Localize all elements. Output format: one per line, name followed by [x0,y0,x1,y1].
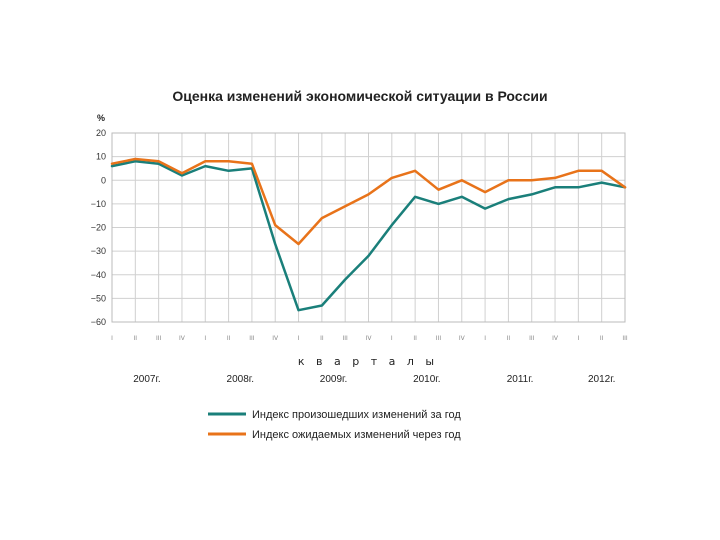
x-tick-label: III [529,335,535,342]
x-tick-label: III [622,335,628,342]
x-tick-label: IV [366,335,373,342]
y-tick-label: −30 [91,246,106,256]
x-tick-label: III [249,335,255,342]
x-tick-label: II [507,335,511,342]
y-axis-unit: % [97,113,105,123]
x-axis-years: 2007г. 2008г. 2009г. 2010г. 2011г. 2012г. [133,374,615,385]
plot-frame [111,132,626,323]
y-tick-label: −50 [91,293,106,303]
x-tick-label: III [436,335,442,342]
year-label: 2007г. [133,374,160,385]
x-tick-label: I [577,335,579,342]
y-axis-ticks: 20 10 0 −10 −20 −30 −40 −50 −60 [91,128,106,327]
x-tick-label: II [320,335,324,342]
x-tick-label: II [413,335,417,342]
y-tick-label: 20 [96,128,106,138]
x-tick-label: IV [459,335,466,342]
x-tick-label: IV [272,335,279,342]
y-tick-label: −40 [91,270,106,280]
y-tick-label: 10 [96,152,106,162]
y-tick-label: −60 [91,317,106,327]
legend-label-2: Индекс ожидаемых изменений через год [252,429,461,441]
x-tick-label: I [391,335,393,342]
series-line-2 [110,157,627,246]
grid [111,132,626,323]
year-label: 2011г. [507,374,534,385]
x-tick-label: IV [179,335,186,342]
y-tick-label: 0 [101,175,106,185]
x-tick-label: II [134,335,138,342]
x-tick-label: I [484,335,486,342]
x-tick-label: I [111,335,113,342]
series-lines [110,157,627,312]
year-label: 2008г. [227,374,254,385]
legend-label-1: Индекс произошедших изменений за год [252,409,461,421]
x-tick-label: II [227,335,231,342]
chart-title: Оценка изменений экономической ситуации … [172,88,547,104]
legend: Индекс произошедших изменений за год Инде… [208,409,461,441]
series-line-1 [110,160,627,312]
x-tick-label: IV [552,335,559,342]
x-tick-label: III [343,335,349,342]
x-tick-label: I [204,335,206,342]
year-label: 2012г. [588,374,615,385]
x-axis-label: к в а р т а л ы [298,355,438,368]
x-tick-label: I [298,335,300,342]
x-tick-label: III [156,335,162,342]
y-tick-label: −10 [91,199,106,209]
x-tick-label: II [600,335,604,342]
year-label: 2010г. [413,374,440,385]
y-tick-label: −20 [91,223,106,233]
year-label: 2009г. [320,374,347,385]
x-axis-quarter-ticks: I II III IV I II III IV I II III IV I II III IV I II III IV… [111,335,628,342]
